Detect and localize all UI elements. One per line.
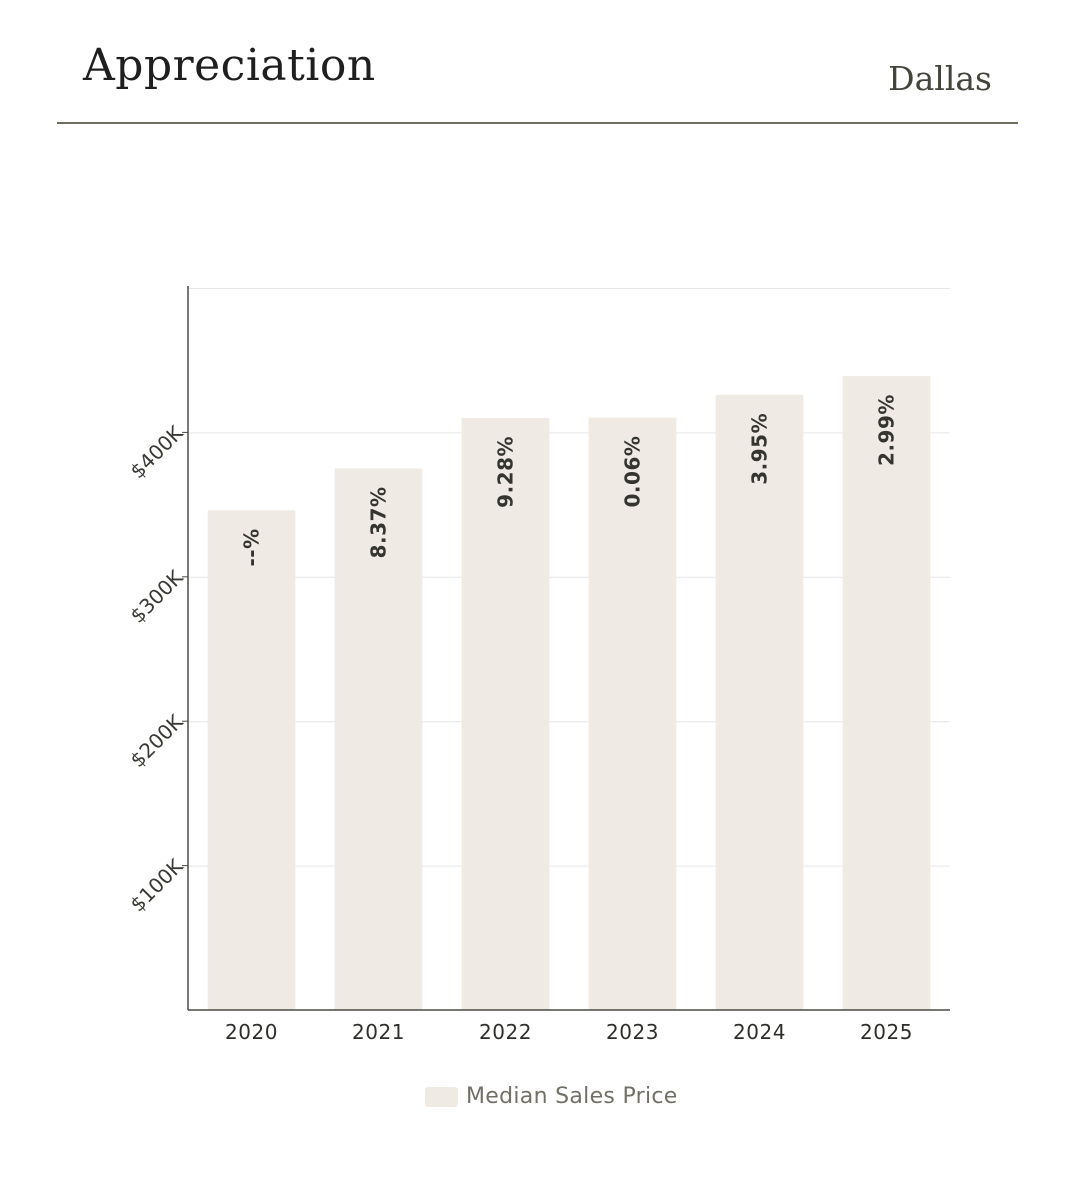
- y-tick-label: $200K: [125, 709, 188, 772]
- bar-data-label: 2.99%: [875, 394, 899, 466]
- bar-data-label: 0.06%: [621, 436, 645, 508]
- x-tick-label: 2025: [860, 1020, 913, 1044]
- bar-data-label: 9.28%: [494, 436, 518, 508]
- x-tick-label: 2024: [733, 1020, 786, 1044]
- bar-data-label: 3.95%: [748, 413, 772, 485]
- bar: [715, 394, 804, 1011]
- bar: [842, 376, 931, 1011]
- chart-legend: Median Sales Price: [425, 1084, 678, 1109]
- bar-data-label: --%: [240, 528, 264, 566]
- bar: [334, 468, 423, 1010]
- legend-swatch: [425, 1086, 458, 1107]
- page-title: Appreciation: [83, 40, 376, 91]
- y-tick-label: $400K: [125, 420, 188, 483]
- bar: [461, 417, 550, 1011]
- bar-data-label: 8.37%: [367, 487, 391, 559]
- y-tick-label: $100K: [125, 854, 188, 917]
- bar: [207, 510, 296, 1010]
- y-tick-label: $300K: [125, 565, 188, 628]
- location-label: Dallas: [888, 59, 992, 98]
- x-tick-label: 2023: [606, 1020, 659, 1044]
- bar: [588, 417, 677, 1010]
- x-tick-label: 2020: [225, 1020, 278, 1044]
- x-tick-label: 2022: [479, 1020, 532, 1044]
- legend-label: Median Sales Price: [466, 1084, 678, 1109]
- header-divider: [57, 122, 1018, 124]
- x-tick-label: 2021: [352, 1020, 405, 1044]
